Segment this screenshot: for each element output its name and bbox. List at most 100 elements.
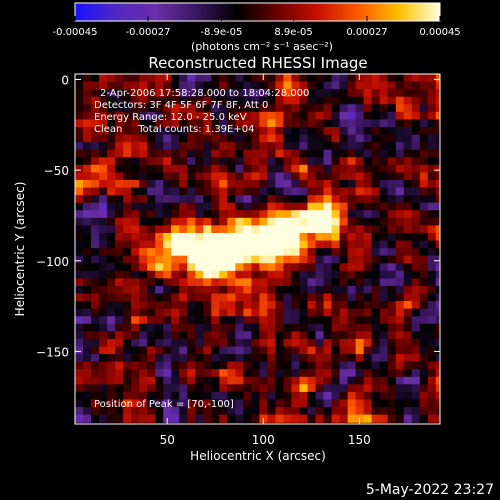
heatmap-cell (315, 195, 325, 204)
heatmap-cell (299, 338, 309, 348)
heatmap-cell (243, 164, 253, 174)
heatmap-cell (435, 331, 440, 340)
heatmap-cell (355, 376, 365, 385)
heatmap-cell (411, 331, 421, 340)
heatmap-cell (251, 172, 261, 181)
heatmap-cell (195, 384, 204, 393)
heatmap-cell (251, 293, 261, 302)
heatmap-cell (211, 369, 220, 378)
heatmap-cell (179, 331, 188, 340)
heatmap-cell (235, 187, 244, 196)
heatmap-cell (83, 240, 92, 249)
heatmap-cell (187, 164, 196, 174)
x-tick-label: 50 (160, 433, 175, 447)
heatmap-cell (163, 142, 172, 151)
heatmap-cell (411, 81, 421, 90)
heatmap-cell (411, 172, 421, 181)
heatmap-cell (315, 111, 325, 121)
heatmap-cell (419, 346, 429, 355)
heatmap-cell (363, 248, 373, 257)
heatmap-cell (211, 346, 220, 355)
heatmap-cell (123, 96, 132, 105)
heatmap-cell (163, 134, 172, 143)
heatmap-cell (107, 407, 116, 416)
heatmap-cell (387, 225, 397, 234)
heatmap-cell (163, 399, 172, 408)
heatmap-cell (355, 149, 365, 158)
heatmap-cell (387, 263, 397, 272)
heatmap-cell (147, 96, 156, 105)
heatmap-cell (435, 263, 440, 272)
heatmap-cell (131, 316, 140, 325)
heatmap-cell (115, 399, 124, 408)
heatmap-cell (203, 263, 212, 272)
colorbar-gradient (74, 2, 441, 22)
heatmap-cell (387, 89, 397, 98)
heatmap-cell (115, 179, 124, 189)
heatmap-cell (187, 179, 196, 189)
heatmap-cell (347, 361, 357, 370)
heatmap-cell (107, 293, 116, 302)
heatmap-cell (259, 285, 269, 295)
heatmap-cell (259, 157, 269, 166)
heatmap-cell (227, 338, 236, 348)
heatmap-cell (75, 210, 84, 219)
heatmap-cell (379, 384, 389, 393)
heatmap-cell (363, 255, 373, 264)
heatmap-cell (211, 414, 220, 423)
heatmap-cell (75, 354, 84, 363)
heatmap-cell (275, 293, 285, 302)
heatmap-cell (147, 255, 156, 264)
heatmap-cell (323, 414, 333, 423)
heatmap-cell (83, 81, 92, 90)
heatmap-cell (251, 346, 261, 355)
x-axis-label: Heliocentric X (arcsec) (190, 449, 326, 463)
heatmap-cell (403, 414, 413, 423)
heatmap-cell (347, 179, 357, 189)
heatmap-cell (179, 399, 188, 408)
heatmap-cell (363, 134, 373, 143)
heatmap-cell (195, 89, 204, 98)
heatmap-cell (91, 210, 100, 219)
heatmap-cell (323, 248, 333, 257)
heatmap-cell (179, 301, 188, 310)
heatmap-cell (427, 414, 437, 423)
heatmap-cell (403, 195, 413, 204)
heatmap-cell (123, 270, 132, 279)
heatmap-cell (275, 81, 285, 90)
heatmap-cell (283, 89, 293, 98)
heatmap-cell (323, 232, 333, 242)
heatmap-cell (219, 316, 228, 325)
heatmap-cell (379, 369, 389, 378)
heatmap-cell (283, 301, 293, 310)
heatmap-cell (267, 346, 277, 355)
heatmap-cell (395, 104, 405, 113)
heatmap-cell (259, 391, 269, 401)
heatmap-cell (347, 255, 357, 264)
heatmap-cell (91, 195, 100, 204)
heatmap-cell (387, 240, 397, 249)
heatmap-cell (187, 111, 196, 121)
heatmap-cell (355, 293, 365, 302)
heatmap-cell (371, 407, 381, 416)
heatmap-cell (123, 263, 132, 272)
heatmap-cell (259, 399, 269, 408)
heatmap-cell (251, 74, 261, 83)
heatmap-cell (195, 338, 204, 348)
heatmap-cell (299, 354, 309, 363)
heatmap-cell (315, 331, 325, 340)
heatmap-cell (411, 96, 421, 105)
heatmap-cell (275, 89, 285, 98)
heatmap-cell (387, 308, 397, 317)
heatmap-cell (179, 255, 188, 264)
heatmap-cell (371, 142, 381, 151)
heatmap-cell (195, 142, 204, 151)
y-axis-label: Heliocentric Y (arcsec) (13, 182, 27, 317)
heatmap-cell (323, 202, 333, 211)
heatmap-cell (331, 111, 341, 121)
heatmap-cell (123, 217, 132, 226)
heatmap-cell (251, 316, 261, 325)
heatmap-cell (419, 74, 429, 83)
heatmap-cell (83, 391, 92, 401)
heatmap-cell (355, 391, 365, 401)
